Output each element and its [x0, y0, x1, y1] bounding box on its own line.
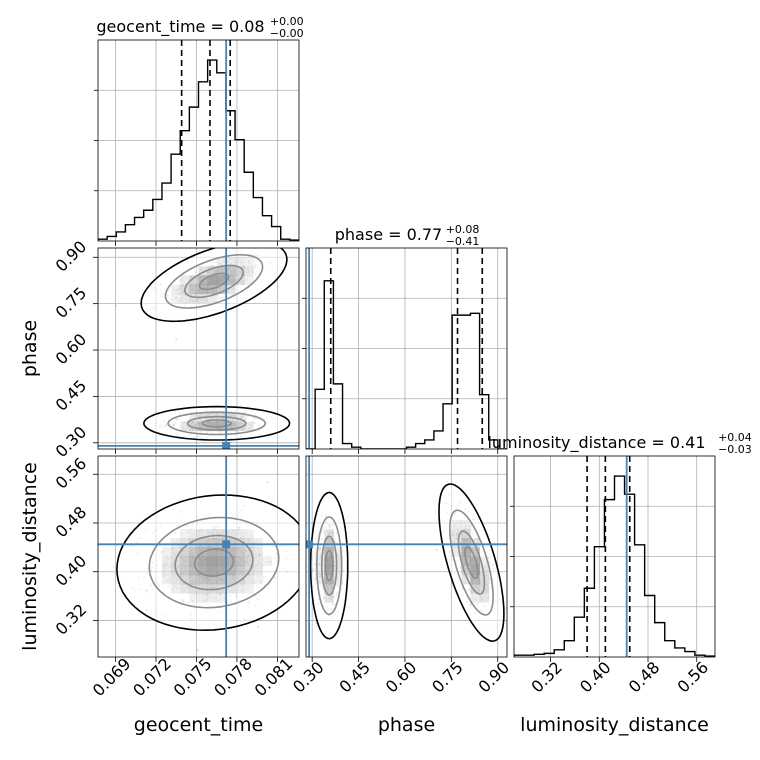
tick-label-x-phase: 0.60 — [382, 658, 421, 697]
axis-label-luminosity_distance: luminosity_distance — [520, 714, 709, 736]
title-lower-error: −0.00 — [270, 27, 304, 40]
title-upper-error: +0.04 — [718, 431, 752, 444]
panel-content — [306, 248, 507, 449]
panel-title: phase = 0.77 +0.08−0.41 — [335, 223, 480, 248]
tick-label-y-phase: 0.45 — [52, 376, 91, 415]
tick-label-x-phase: 0.90 — [475, 658, 514, 697]
tick-label-y-phase: 0.90 — [52, 237, 91, 276]
sample-point — [505, 607, 507, 610]
tick-label-x-phase: 0.30 — [289, 658, 328, 697]
title-lower-error: −0.03 — [718, 443, 752, 456]
panel-geocent_time-vs-luminosity_distance: 0.32 0.40 0.48 0.56 luminosity_distance 0.069… — [19, 454, 300, 736]
tick-label-x-geocent_time: 0.072 — [129, 654, 175, 700]
contour-line — [309, 491, 349, 640]
contour-line — [143, 405, 291, 441]
title-luminosity_distance: luminosity_distance = 0.41 — [487, 433, 705, 453]
panel-content — [98, 40, 299, 241]
truth-marker — [306, 540, 314, 549]
tick-label-x-luminosity_distance: 0.56 — [674, 658, 713, 697]
panel-phase-vs-luminosity_distance: 0.30 0.45 0.60 0.75 0.90 phase — [289, 455, 514, 736]
title-geocent_time: geocent_time = 0.08 — [96, 17, 264, 37]
sample-point — [435, 548, 438, 551]
contour-fill — [310, 492, 348, 639]
panel-content — [514, 456, 715, 657]
contour-fill — [143, 406, 290, 440]
panel-hist-phase: phase = 0.77 +0.08−0.41 — [302, 223, 508, 454]
tick-label-x-phase: 0.75 — [428, 658, 467, 697]
histogram-luminosity_distance — [514, 475, 715, 657]
contour-line — [438, 483, 505, 643]
tick-label-y-luminosity_distance: 0.48 — [52, 503, 91, 542]
tick-label-y-phase: 0.75 — [52, 283, 91, 322]
histogram-geocent_time — [98, 59, 299, 241]
title-upper-error: +0.00 — [270, 15, 304, 28]
tick-label-x-geocent_time: 0.075 — [170, 654, 216, 700]
contour-line — [116, 494, 299, 632]
contour-fill — [116, 495, 299, 631]
panel-frame — [305, 455, 508, 658]
panel-title: geocent_time = 0.08 +0.00−0.00 — [96, 15, 303, 40]
tick-label-y-phase: 0.30 — [52, 422, 91, 461]
sample-point — [196, 649, 199, 652]
title-upper-error: +0.08 — [446, 223, 480, 236]
tick-label-x-geocent_time: 0.078 — [210, 654, 256, 700]
sample-point — [175, 338, 178, 341]
tick-label-x-geocent_time: 0.081 — [251, 654, 297, 700]
tick-label-x-luminosity_distance: 0.40 — [576, 658, 615, 697]
panel-hist-geocent_time: geocent_time = 0.08 +0.00−0.00 — [94, 15, 304, 246]
sample-point — [266, 480, 269, 484]
tick-label-x-luminosity_distance: 0.48 — [625, 658, 664, 697]
tick-label-y-phase: 0.60 — [52, 330, 91, 369]
sample-point — [246, 244, 248, 246]
truth-marker — [222, 441, 231, 449]
tick-label-x-luminosity_distance: 0.32 — [527, 658, 566, 697]
axis-label-phase: phase — [378, 714, 435, 736]
contour-fill — [439, 484, 504, 642]
tick-label-x-geocent_time: 0.069 — [89, 654, 135, 700]
panel-content — [306, 456, 507, 657]
axis-label-luminosity_distance: luminosity_distance — [19, 462, 41, 651]
tick-label-y-luminosity_distance: 0.32 — [52, 600, 91, 639]
tick-label-y-luminosity_distance: 0.56 — [52, 454, 91, 493]
panel-hist-luminosity_distance: luminosity_distance = 0.41 +0.04−0.03 0.32… — [487, 431, 751, 736]
axis-label-geocent_time: geocent_time — [134, 714, 263, 736]
sample-point — [114, 304, 118, 307]
axis-label-phase: phase — [19, 320, 41, 377]
histogram-phase — [306, 280, 507, 449]
sample-point — [257, 625, 260, 628]
contour-line — [140, 248, 288, 323]
panel-frame — [97, 247, 300, 450]
panel-title: luminosity_distance = 0.41 +0.04−0.03 — [487, 431, 751, 456]
truth-marker — [222, 540, 231, 549]
panel-frame — [97, 455, 300, 658]
tick-label-y-luminosity_distance: 0.40 — [52, 551, 91, 590]
title-phase: phase = 0.77 — [335, 225, 442, 244]
title-lower-error: −0.41 — [446, 235, 480, 248]
panel-content — [98, 456, 299, 657]
tick-label-x-phase: 0.45 — [335, 658, 374, 697]
contour-fill — [141, 248, 287, 322]
panel-content — [98, 244, 299, 449]
panel-geocent_time-vs-phase: 0.30 0.45 0.60 0.75 0.90 phase — [19, 237, 300, 461]
